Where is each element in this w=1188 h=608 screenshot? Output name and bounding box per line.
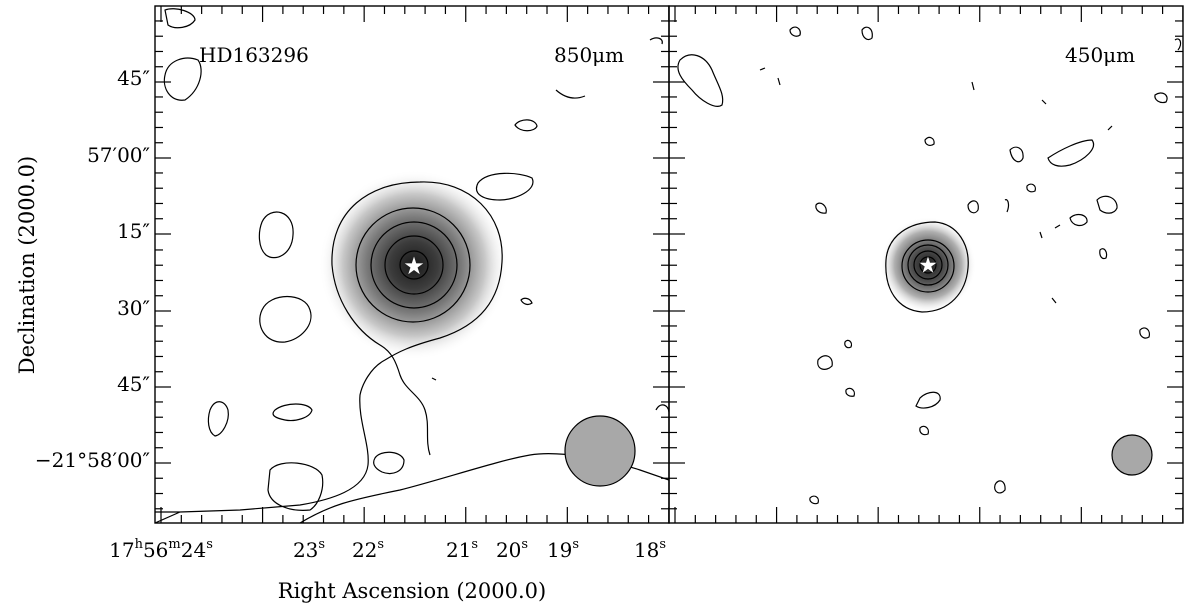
contour: [1154, 92, 1168, 104]
y-tick-label: 30″: [117, 296, 150, 320]
contour: [913, 250, 943, 280]
contour: [919, 425, 929, 436]
contour: [514, 119, 538, 132]
contour: [272, 403, 313, 422]
contour: [431, 377, 437, 381]
y-tick-label: −21°58′00″: [35, 448, 150, 472]
contour: [919, 256, 937, 274]
contour: [759, 67, 1113, 304]
contour: [649, 37, 663, 45]
x-tick-label: 18s: [634, 537, 666, 562]
star-icon: ★: [918, 254, 938, 279]
contour: [384, 235, 444, 295]
contour: [370, 221, 458, 309]
x-tick-label: 21s: [446, 537, 478, 562]
wavelength-label-850: 850μm: [554, 43, 624, 67]
contour: [817, 355, 833, 370]
contour: [809, 495, 819, 505]
contour: [789, 26, 801, 37]
contour: [861, 26, 873, 41]
contour: [1096, 195, 1118, 214]
wavelength-label-450: 450μm: [1065, 43, 1135, 67]
contour: [331, 264, 431, 456]
contour: [994, 480, 1006, 494]
contour: [655, 404, 669, 413]
emission-850: [319, 170, 509, 360]
contour: [924, 136, 935, 146]
contour: [1139, 327, 1150, 339]
x-axis-label: Right Ascension (2000.0): [278, 579, 546, 603]
contour: [1047, 139, 1094, 167]
star-icon: ★: [403, 252, 425, 280]
contour: [373, 451, 405, 475]
contour: [1009, 146, 1024, 163]
contour: [1069, 213, 1088, 227]
contour: [1026, 183, 1036, 193]
contour: [355, 207, 471, 323]
contour: [267, 462, 324, 511]
contour: [399, 250, 429, 280]
contour: [164, 8, 196, 29]
object-label: HD163296: [199, 43, 309, 67]
x-tick-label: 22s: [352, 537, 384, 562]
contour: [1099, 248, 1108, 260]
frame-450: [668, 5, 1184, 524]
contour: [815, 202, 827, 214]
contour: [844, 339, 853, 349]
contour: [476, 172, 534, 201]
x-tick-label: 19s: [547, 537, 579, 562]
contour: [163, 57, 202, 101]
y-tick-label: 57′00″: [87, 143, 150, 167]
contour: [258, 211, 294, 259]
beam-450: [1111, 434, 1153, 476]
contour: [907, 244, 949, 286]
contour: [677, 54, 724, 107]
axis-ticks: [155, 6, 1184, 523]
contour: [555, 89, 586, 99]
contour: [259, 296, 312, 343]
y-tick-label: 45″: [117, 66, 150, 90]
y-tick-label: 45″: [117, 372, 150, 396]
contour: [901, 239, 955, 293]
y-axis-label: Declination (2000.0): [15, 156, 39, 374]
y-tick-label: 15″: [117, 219, 150, 243]
contour: [520, 297, 533, 306]
x-tick-label: 23s: [293, 537, 325, 562]
contour: [845, 387, 855, 397]
contour: [1174, 38, 1182, 51]
panel-450: [677, 26, 1182, 505]
contour: [967, 200, 979, 214]
panel-850: [155, 8, 669, 523]
emission-450: [880, 217, 976, 313]
contour: [207, 401, 229, 437]
contour: [915, 391, 941, 409]
contour: [1004, 199, 1010, 213]
x-tick-label: 20s: [496, 537, 528, 562]
x-tick-label: 17h56m24s: [109, 537, 213, 562]
beam-850: [564, 415, 636, 487]
contour: [885, 221, 969, 313]
